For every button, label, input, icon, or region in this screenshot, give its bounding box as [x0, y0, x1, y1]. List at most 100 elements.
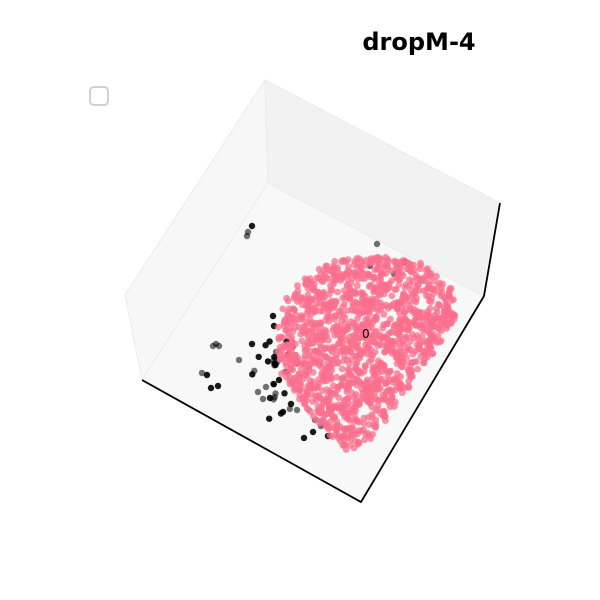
cluster-point — [380, 409, 388, 416]
cluster-point — [341, 314, 349, 322]
cluster-point — [361, 436, 368, 444]
cluster-point — [412, 298, 420, 306]
cluster-point — [315, 392, 322, 399]
outlier-point — [309, 428, 317, 436]
cluster-point — [400, 299, 408, 307]
cluster-point — [445, 290, 453, 297]
outlier-point — [262, 383, 270, 391]
cluster-point — [351, 307, 359, 315]
cluster-point — [444, 321, 451, 329]
outlier-point — [271, 394, 278, 401]
cluster-point — [406, 338, 414, 345]
outlier-point — [266, 415, 273, 422]
cluster-point — [291, 290, 299, 298]
axis-line-front — [141, 202, 501, 504]
cluster-point — [364, 319, 372, 327]
cluster-point — [288, 355, 296, 363]
cluster-point — [303, 319, 311, 326]
cluster-point — [303, 276, 311, 284]
cluster-point — [324, 299, 332, 307]
cluster-point — [317, 404, 325, 411]
cluster-point — [286, 373, 293, 380]
cluster-point — [301, 370, 309, 377]
cluster-point — [322, 366, 330, 374]
cluster-point — [274, 323, 282, 331]
cluster-point — [359, 308, 367, 315]
cluster-point — [427, 345, 435, 352]
cluster-point — [428, 322, 435, 330]
cluster-point — [368, 356, 375, 364]
cluster-point — [312, 348, 320, 355]
cluster-point — [373, 288, 381, 296]
cluster-point — [359, 331, 367, 338]
cluster-point — [369, 381, 377, 389]
cluster-point — [425, 297, 433, 305]
cluster-point — [362, 261, 369, 269]
cluster-point — [391, 398, 399, 406]
cluster-point — [403, 354, 410, 361]
cluster-point — [325, 336, 332, 344]
cluster-point — [329, 356, 337, 364]
cluster-point — [344, 281, 351, 288]
cluster-point — [317, 344, 325, 351]
cluster-point — [364, 398, 371, 405]
cluster-point — [287, 347, 295, 355]
cluster-point — [366, 282, 374, 289]
cluster-point — [322, 316, 329, 324]
outlier-point — [275, 376, 283, 384]
cluster-point — [320, 289, 327, 296]
cluster-point — [407, 286, 415, 294]
cluster-point — [404, 366, 412, 373]
cluster-point — [313, 300, 321, 307]
cluster-point — [370, 389, 378, 397]
cluster-point — [317, 323, 324, 331]
cluster-point — [377, 270, 385, 278]
cluster-point — [393, 353, 401, 361]
cluster-point — [379, 280, 386, 288]
cluster-point — [289, 327, 297, 335]
outlier-point — [264, 358, 272, 365]
outlier-point — [270, 380, 277, 387]
cluster-point — [332, 430, 340, 438]
cluster-point — [382, 389, 390, 397]
outlier-point — [262, 342, 269, 349]
cluster-point — [430, 286, 438, 293]
cluster-point — [365, 351, 372, 358]
cluster-point — [358, 295, 366, 303]
cluster-point — [407, 359, 415, 366]
cluster-point — [420, 359, 428, 367]
cluster-point — [338, 433, 346, 441]
cluster-point — [345, 325, 352, 333]
cluster-point — [382, 262, 390, 269]
cluster-point — [340, 342, 347, 350]
cluster-point — [398, 384, 405, 392]
cluster-point — [354, 299, 362, 307]
cluster-point — [368, 324, 376, 332]
cluster-point — [278, 333, 285, 341]
cluster-point — [372, 313, 379, 321]
cluster-point — [310, 321, 318, 329]
cluster-point — [335, 401, 343, 409]
cluster-point — [296, 379, 304, 387]
cluster-point — [338, 258, 345, 266]
cluster-point — [331, 316, 338, 323]
cluster-point — [354, 315, 361, 322]
cluster-point — [384, 345, 392, 353]
cluster-point — [391, 322, 398, 330]
cluster-point — [440, 308, 448, 316]
cluster-point — [334, 288, 341, 296]
cluster-point — [313, 335, 321, 343]
cluster-point — [279, 305, 287, 313]
cluster-point — [436, 321, 444, 328]
cluster-point — [397, 363, 405, 370]
cluster-point — [307, 303, 315, 311]
cluster-point — [295, 370, 303, 378]
cluster-point — [305, 341, 313, 348]
cluster-point — [352, 360, 360, 368]
cluster-point — [333, 425, 340, 433]
outlier-point — [373, 240, 381, 248]
cluster-point — [302, 395, 309, 403]
cluster-point — [377, 360, 384, 368]
cluster-point — [395, 335, 403, 342]
